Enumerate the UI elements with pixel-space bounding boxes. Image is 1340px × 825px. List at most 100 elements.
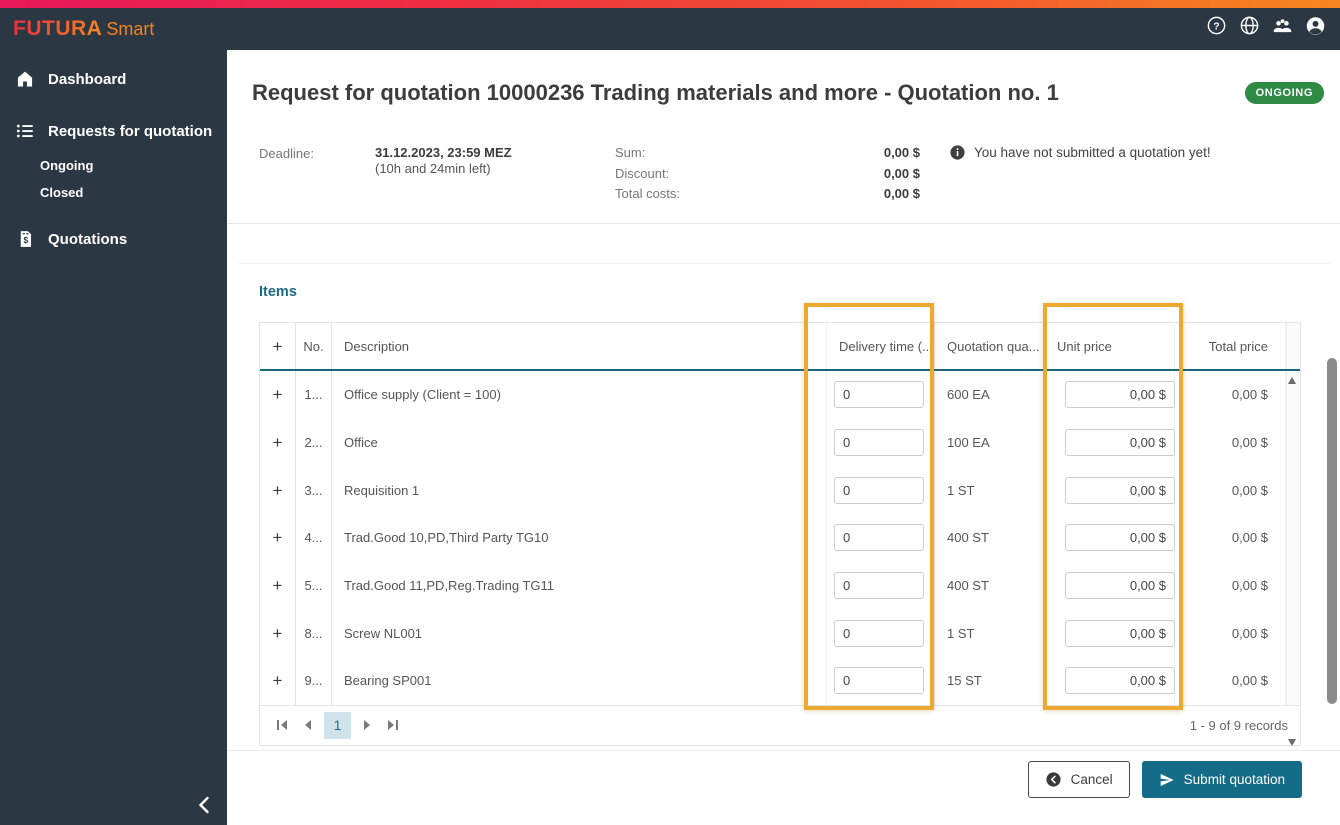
sidebar-collapse-chevron-icon[interactable]: [192, 793, 216, 817]
row-number: 2...: [304, 435, 323, 451]
row-number: 4...: [304, 530, 323, 546]
row-quantity: 400 ST: [947, 578, 989, 594]
row-description: Trad.Good 10,PD,Third Party TG10: [344, 530, 549, 546]
previous-page-button[interactable]: [300, 715, 316, 735]
sidebar-item-label: Quotations: [48, 230, 128, 248]
unit-price-input[interactable]: [1065, 429, 1175, 457]
total-costs-label: Total costs:: [615, 186, 681, 201]
column-header-description[interactable]: Description: [344, 338, 410, 354]
column-header-unit-price[interactable]: Unit price: [1057, 338, 1112, 354]
status-badge: ONGOING: [1244, 82, 1324, 104]
expand-row-button[interactable]: +: [272, 433, 283, 453]
delivery-time-input[interactable]: [834, 619, 924, 647]
unit-price-input[interactable]: [1065, 619, 1175, 647]
first-page-button[interactable]: [272, 715, 292, 735]
sidebar-item-requests-for-quotation[interactable]: Requests for quotation: [0, 110, 227, 152]
expand-row-button[interactable]: +: [272, 671, 283, 691]
row-number: 8...: [304, 625, 323, 641]
table-row: + 2... Office 100 EA 0,00 $: [260, 418, 1300, 467]
expand-row-button[interactable]: +: [272, 480, 283, 500]
table-body: + 1... Office supply (Client = 100) 600 …: [260, 371, 1300, 746]
row-total-price: 0,00 $: [1231, 673, 1268, 689]
info-note: You have not submitted a quotation yet!: [949, 144, 1211, 161]
info-message: You have not submitted a quotation yet!: [974, 145, 1211, 160]
total-costs-value: 0,00 $: [883, 186, 920, 201]
column-header-total-price[interactable]: Total price: [1208, 338, 1268, 354]
scroll-up-icon[interactable]: [1288, 377, 1296, 384]
pagination: 1 1 - 9 of 9 records: [260, 704, 1300, 745]
sidebar-item-quotations[interactable]: $ Quotations: [0, 218, 227, 260]
column-header-quotation-quantity[interactable]: Quotation qua...: [947, 338, 1040, 354]
page-title: Request for quotation 10000236 Trading m…: [252, 80, 1059, 105]
unit-price-input[interactable]: [1065, 572, 1175, 600]
back-circle-icon: [1045, 771, 1062, 788]
sidebar-item-dashboard[interactable]: Dashboard: [0, 58, 227, 100]
column-header-no[interactable]: No.: [303, 338, 324, 354]
help-icon[interactable]: ?: [1206, 15, 1227, 36]
delivery-time-input[interactable]: [834, 524, 924, 552]
row-description: Office supply (Client = 100): [344, 387, 501, 403]
current-page-button[interactable]: 1: [324, 711, 351, 739]
account-icon[interactable]: [1305, 15, 1326, 36]
expand-row-button[interactable]: +: [272, 528, 283, 548]
table-header-row: + No. Description Delivery time (... Quo…: [260, 323, 1300, 371]
items-table: + No. Description Delivery time (... Quo…: [259, 322, 1301, 746]
table-row: + 5... Trad.Good 11,PD,Reg.Trading TG11 …: [260, 561, 1300, 610]
expand-row-button[interactable]: +: [272, 385, 283, 405]
sidebar-item-ongoing[interactable]: Ongoing: [40, 158, 94, 173]
sidebar: Dashboard Requests for quotation Ongoing…: [0, 50, 227, 825]
cancel-label: Cancel: [1070, 772, 1113, 787]
sidebar-item-closed[interactable]: Closed: [40, 185, 84, 200]
info-icon: [949, 144, 966, 161]
scroll-down-icon[interactable]: [1288, 739, 1296, 746]
delivery-time-input[interactable]: [834, 381, 924, 409]
page-scrollbar[interactable]: [1327, 358, 1337, 704]
language-globe-icon[interactable]: [1239, 15, 1260, 36]
column-header-delivery-time[interactable]: Delivery time (...: [839, 338, 933, 354]
unit-price-input[interactable]: [1065, 524, 1175, 552]
row-quantity: 15 ST: [947, 673, 982, 689]
delivery-time-input[interactable]: [834, 429, 924, 457]
expand-row-button[interactable]: +: [272, 576, 283, 596]
expand-all-icon: +: [272, 336, 283, 356]
unit-price-input[interactable]: [1065, 381, 1175, 409]
row-total-price: 0,00 $: [1231, 435, 1268, 451]
sidebar-item-label: Requests for quotation: [48, 122, 213, 140]
row-number: 3...: [304, 482, 323, 498]
summary-row: Total costs: 0,00 $: [615, 186, 920, 207]
row-total-price: 0,00 $: [1231, 387, 1268, 403]
unit-price-input[interactable]: [1065, 667, 1175, 695]
sum-value: 0,00 $: [883, 145, 920, 160]
topbar-icons: ?: [1206, 15, 1326, 36]
expand-row-button[interactable]: +: [272, 623, 283, 643]
row-total-price: 0,00 $: [1231, 482, 1268, 498]
sum-label: Sum:: [615, 145, 646, 160]
footer-actions: Cancel Submit quotation: [1027, 761, 1302, 798]
cancel-button[interactable]: Cancel: [1027, 761, 1130, 798]
main-content: Request for quotation 10000236 Trading m…: [227, 50, 1340, 825]
submit-quotation-button[interactable]: Submit quotation: [1141, 761, 1302, 798]
last-page-button[interactable]: [383, 715, 403, 735]
accent-strip: [0, 0, 1340, 8]
summary-row: Sum: 0,00 $: [615, 145, 920, 166]
footer-divider: [227, 750, 1340, 751]
row-quantity: 400 ST: [947, 530, 989, 546]
quotation-document-icon: $: [14, 228, 36, 250]
submit-label: Submit quotation: [1183, 772, 1285, 787]
delivery-time-input[interactable]: [834, 667, 924, 695]
row-quantity: 1 ST: [947, 625, 975, 641]
svg-text:?: ?: [1213, 20, 1219, 32]
table-scrollbar[interactable]: [1286, 371, 1299, 752]
community-icon[interactable]: [1272, 15, 1293, 36]
deadline-label: Deadline:: [259, 146, 314, 161]
row-number: 5...: [304, 578, 323, 594]
deadline-value: 31.12.2023, 23:59 MEZ: [375, 145, 512, 160]
row-total-price: 0,00 $: [1231, 578, 1268, 594]
next-page-button[interactable]: [359, 715, 375, 735]
delivery-time-input[interactable]: [834, 572, 924, 600]
home-icon: [14, 68, 36, 90]
row-quantity: 1 ST: [947, 482, 975, 498]
unit-price-input[interactable]: [1065, 476, 1175, 504]
delivery-time-input[interactable]: [834, 476, 924, 504]
